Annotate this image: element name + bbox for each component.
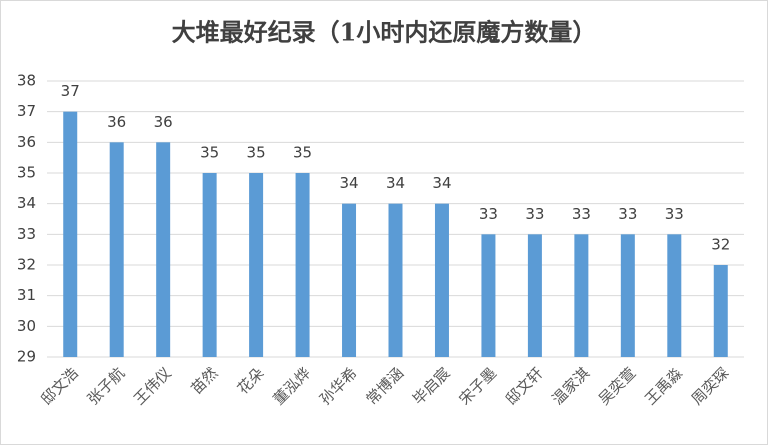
data-label: 35: [293, 144, 312, 162]
y-tick-label: 36: [17, 133, 36, 151]
y-tick-label: 30: [17, 317, 36, 335]
bar: [295, 173, 310, 357]
bar: [202, 173, 217, 357]
y-tick-label: 38: [17, 72, 36, 90]
data-label: 37: [61, 82, 80, 100]
data-label: 35: [247, 144, 266, 162]
y-tick-label: 31: [17, 286, 36, 304]
bar: [63, 111, 78, 358]
chart-title: 大堆最好纪录（1小时内还原魔方数量）: [172, 18, 597, 47]
data-label: 36: [107, 113, 126, 131]
y-tick-label: 32: [17, 256, 36, 274]
bar: [620, 234, 635, 357]
data-label: 33: [618, 205, 637, 223]
data-label: 34: [339, 174, 358, 192]
data-label: 33: [572, 205, 591, 223]
data-label: 34: [386, 174, 405, 192]
bar: [342, 203, 357, 357]
y-tick-label: 33: [17, 225, 36, 243]
data-label: 32: [711, 236, 730, 254]
data-label: 33: [665, 205, 684, 223]
bar: [574, 234, 589, 357]
y-tick-label: 29: [17, 348, 36, 366]
bar: [388, 203, 403, 357]
data-label: 34: [432, 174, 451, 192]
data-label: 33: [479, 205, 498, 223]
bar: [527, 234, 542, 357]
data-label: 35: [200, 144, 219, 162]
y-tick-label: 37: [17, 102, 36, 120]
bar: [667, 234, 682, 357]
bar: [156, 142, 171, 357]
data-label: 33: [525, 205, 544, 223]
bar: [481, 234, 496, 357]
y-tick-label: 35: [17, 164, 36, 182]
bar: [434, 203, 449, 357]
bar: [109, 142, 124, 357]
bar: [249, 173, 264, 357]
bar: [713, 265, 728, 357]
data-label: 36: [154, 113, 173, 131]
y-tick-label: 34: [17, 194, 36, 212]
